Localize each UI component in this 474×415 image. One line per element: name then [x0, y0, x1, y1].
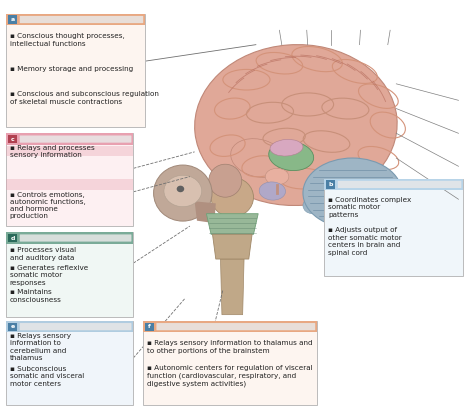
Text: ▪ Relays sensory
information to
cerebelium and
thalamus: ▪ Relays sensory information to cerebeli… [10, 333, 71, 361]
Text: b: b [328, 182, 333, 187]
Ellipse shape [269, 142, 314, 171]
FancyBboxPatch shape [6, 321, 133, 332]
Text: ▪ Coordinates complex
somatic motor
patterns: ▪ Coordinates complex somatic motor patt… [328, 197, 411, 218]
Text: ▪ Relays sensory information to thalamus and
to other portions of the brainstem: ▪ Relays sensory information to thalamus… [146, 340, 312, 354]
FancyBboxPatch shape [324, 178, 463, 190]
Ellipse shape [265, 168, 289, 185]
FancyBboxPatch shape [20, 323, 131, 330]
Polygon shape [206, 214, 258, 234]
Text: ▪ Controls emotions,
autonomic functions,
and hormone
production: ▪ Controls emotions, autonomic functions… [10, 192, 86, 219]
FancyBboxPatch shape [156, 323, 315, 330]
Ellipse shape [177, 186, 184, 192]
FancyBboxPatch shape [6, 133, 133, 226]
FancyBboxPatch shape [326, 180, 336, 188]
Text: f: f [148, 324, 151, 329]
FancyBboxPatch shape [20, 135, 131, 143]
FancyBboxPatch shape [8, 135, 18, 143]
Ellipse shape [303, 197, 322, 214]
FancyBboxPatch shape [6, 14, 145, 25]
FancyBboxPatch shape [8, 234, 18, 242]
Ellipse shape [154, 165, 212, 221]
FancyBboxPatch shape [8, 15, 18, 24]
Ellipse shape [209, 164, 242, 197]
FancyBboxPatch shape [338, 181, 461, 188]
Text: ▪ Adjusts output of
other somatic motor
centers in brain and
spinal cord: ▪ Adjusts output of other somatic motor … [328, 227, 401, 256]
Ellipse shape [195, 44, 397, 205]
Text: ▪ Conscious thought processes,
intellectual functions: ▪ Conscious thought processes, intellect… [10, 33, 125, 46]
Ellipse shape [259, 182, 285, 200]
FancyBboxPatch shape [324, 178, 463, 276]
FancyBboxPatch shape [6, 179, 133, 190]
FancyBboxPatch shape [6, 14, 145, 127]
Text: ▪ Subconscious
somatic and visceral
motor centers: ▪ Subconscious somatic and visceral moto… [10, 366, 84, 387]
FancyBboxPatch shape [143, 321, 317, 405]
Text: a: a [10, 17, 15, 22]
Text: d: d [10, 235, 15, 241]
Text: ▪ Generates reflexive
somatic motor
responses: ▪ Generates reflexive somatic motor resp… [10, 264, 88, 286]
Ellipse shape [211, 177, 254, 217]
Ellipse shape [270, 139, 303, 156]
Polygon shape [195, 201, 216, 223]
Text: ▪ Relays and processes
sensory information: ▪ Relays and processes sensory informati… [10, 144, 95, 158]
Polygon shape [212, 234, 252, 259]
FancyBboxPatch shape [20, 16, 143, 23]
Text: ▪ Conscious and subconscious regulation
of skeletal muscle contractions: ▪ Conscious and subconscious regulation … [10, 91, 159, 105]
FancyBboxPatch shape [145, 322, 154, 331]
Text: c: c [11, 137, 15, 142]
Ellipse shape [231, 139, 286, 177]
Text: ▪ Autonomic centers for regulation of visceral
function (cardiovascular, respira: ▪ Autonomic centers for regulation of vi… [146, 365, 312, 387]
FancyBboxPatch shape [8, 322, 18, 331]
FancyBboxPatch shape [6, 321, 133, 405]
Text: ▪ Memory storage and processing: ▪ Memory storage and processing [10, 66, 133, 72]
Polygon shape [220, 259, 244, 315]
FancyBboxPatch shape [143, 321, 317, 332]
Ellipse shape [164, 176, 201, 207]
Text: ▪ Processes visual
and auditory data: ▪ Processes visual and auditory data [10, 247, 76, 261]
FancyBboxPatch shape [6, 232, 133, 317]
FancyBboxPatch shape [6, 146, 133, 156]
FancyBboxPatch shape [20, 234, 131, 242]
Text: e: e [10, 324, 15, 329]
Text: ▪ Maintains
consciousness: ▪ Maintains consciousness [10, 289, 62, 303]
FancyBboxPatch shape [6, 232, 133, 244]
Ellipse shape [303, 158, 402, 228]
FancyBboxPatch shape [6, 133, 133, 145]
